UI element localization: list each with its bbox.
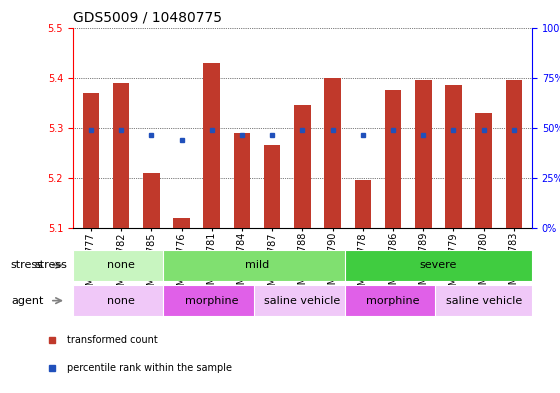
Bar (83, 93, 99, 228)
Bar (264, 145, 281, 228)
Text: percentile rank within the sample: percentile rank within the sample (67, 362, 232, 373)
Bar (143, 173, 160, 228)
Text: none: none (107, 296, 135, 306)
Text: severe: severe (419, 260, 457, 270)
Text: morphine: morphine (366, 296, 420, 306)
Text: none: none (107, 260, 135, 270)
Text: transformed count: transformed count (67, 335, 157, 345)
Bar (164, 285, 260, 316)
Bar (234, 133, 250, 228)
Bar (294, 105, 311, 228)
Bar (73, 250, 170, 281)
Text: GDS5009 / 10480775: GDS5009 / 10480775 (73, 11, 222, 25)
Text: agent: agent (11, 296, 43, 306)
Bar (73, 285, 170, 316)
Text: morphine: morphine (185, 296, 239, 306)
Bar (354, 180, 371, 228)
Text: stress: stress (34, 260, 67, 270)
Bar (435, 285, 532, 316)
Bar (506, 80, 522, 228)
Bar (385, 90, 402, 228)
Bar (254, 285, 351, 316)
Bar (345, 285, 441, 316)
Bar (445, 85, 462, 228)
Bar (203, 62, 220, 228)
Bar (173, 218, 190, 228)
Bar (475, 113, 492, 228)
Text: saline vehicle: saline vehicle (446, 296, 522, 306)
Text: saline vehicle: saline vehicle (264, 296, 340, 306)
Bar (324, 77, 341, 228)
Bar (164, 250, 351, 281)
Text: mild: mild (245, 260, 269, 270)
Bar (345, 250, 532, 281)
Bar (415, 80, 432, 228)
Bar (113, 83, 129, 228)
Text: stress: stress (11, 260, 44, 270)
